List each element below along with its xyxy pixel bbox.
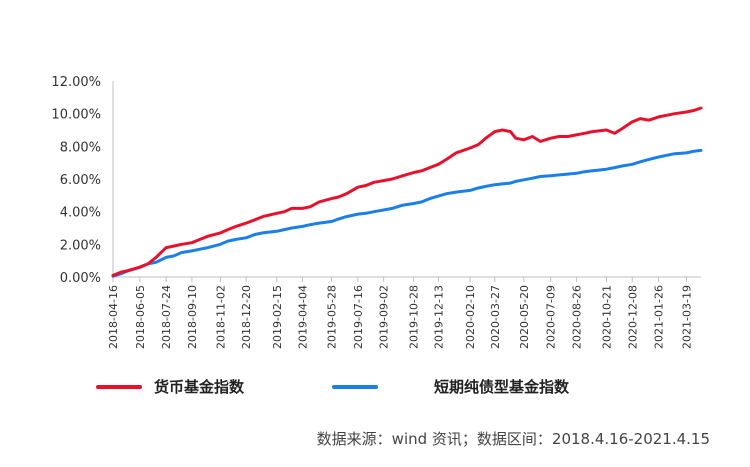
y-tick-label: 6.00% <box>60 173 101 188</box>
x-tick-label: 2018-07-24 <box>160 285 173 349</box>
y-tick-label: 0.00% <box>60 271 101 286</box>
legend-item-short-bond-fund-index: 短期纯债型基金指数 <box>332 376 569 397</box>
y-tick-label: 12.00% <box>51 75 101 90</box>
y-tick-label: 10.00% <box>51 108 101 123</box>
x-tick-label: 2020-07-09 <box>545 285 558 349</box>
x-tick-label: 2020-02-10 <box>464 285 477 349</box>
x-tick-label: 2020-12-08 <box>626 285 639 349</box>
x-tick-label: 2019-05-28 <box>326 285 339 349</box>
x-tick-label: 2019-10-28 <box>408 285 421 349</box>
x-tick-label: 2020-10-21 <box>600 285 613 349</box>
x-tick-label: 2019-07-16 <box>352 285 365 349</box>
x-tick-label: 2018-04-16 <box>107 285 120 349</box>
x-tick-label: 2019-12-13 <box>432 285 445 349</box>
legend-label: 短期纯债型基金指数 <box>434 378 570 396</box>
series-line-money-fund <box>111 106 703 277</box>
x-tick-label: 2018-06-05 <box>134 285 147 349</box>
legend-item-money-fund-index: 货币基金指数 <box>96 376 244 397</box>
x-tick-label: 2019-02-15 <box>271 285 284 349</box>
x-tick-label: 2018-12-20 <box>240 285 253 349</box>
legend-swatch-red <box>96 384 142 389</box>
x-tick-label: 2020-05-20 <box>518 285 531 349</box>
legend-swatch-blue <box>332 384 378 389</box>
data-source-note: 数据来源：wind 资讯；数据区间：2018.4.16-2021.4.15 <box>316 430 710 448</box>
legend-label: 货币基金指数 <box>154 378 245 396</box>
y-tick-label: 2.00% <box>60 238 101 253</box>
y-tick-label: 8.00% <box>60 140 101 155</box>
line-chart: 0.00% 2.00% 4.00% 6.00% 8.00% 10.00% 12.00% 201… <box>51 75 703 349</box>
x-tick-label: 2021-03-19 <box>681 285 694 349</box>
x-tick-label: 2018-09-10 <box>186 285 199 349</box>
y-tick-label: 4.00% <box>60 206 101 221</box>
x-tick-label: 2018-11-02 <box>214 285 227 349</box>
x-tick-label: 2020-08-26 <box>570 285 583 349</box>
x-tick-label: 2020-03-27 <box>489 285 502 349</box>
x-tick-label: 2021-01-26 <box>653 285 666 349</box>
series-line-short-bond-fund <box>111 148 703 278</box>
x-tick-label: 2019-09-02 <box>378 285 391 349</box>
x-tick-label: 2019-04-04 <box>297 285 310 349</box>
